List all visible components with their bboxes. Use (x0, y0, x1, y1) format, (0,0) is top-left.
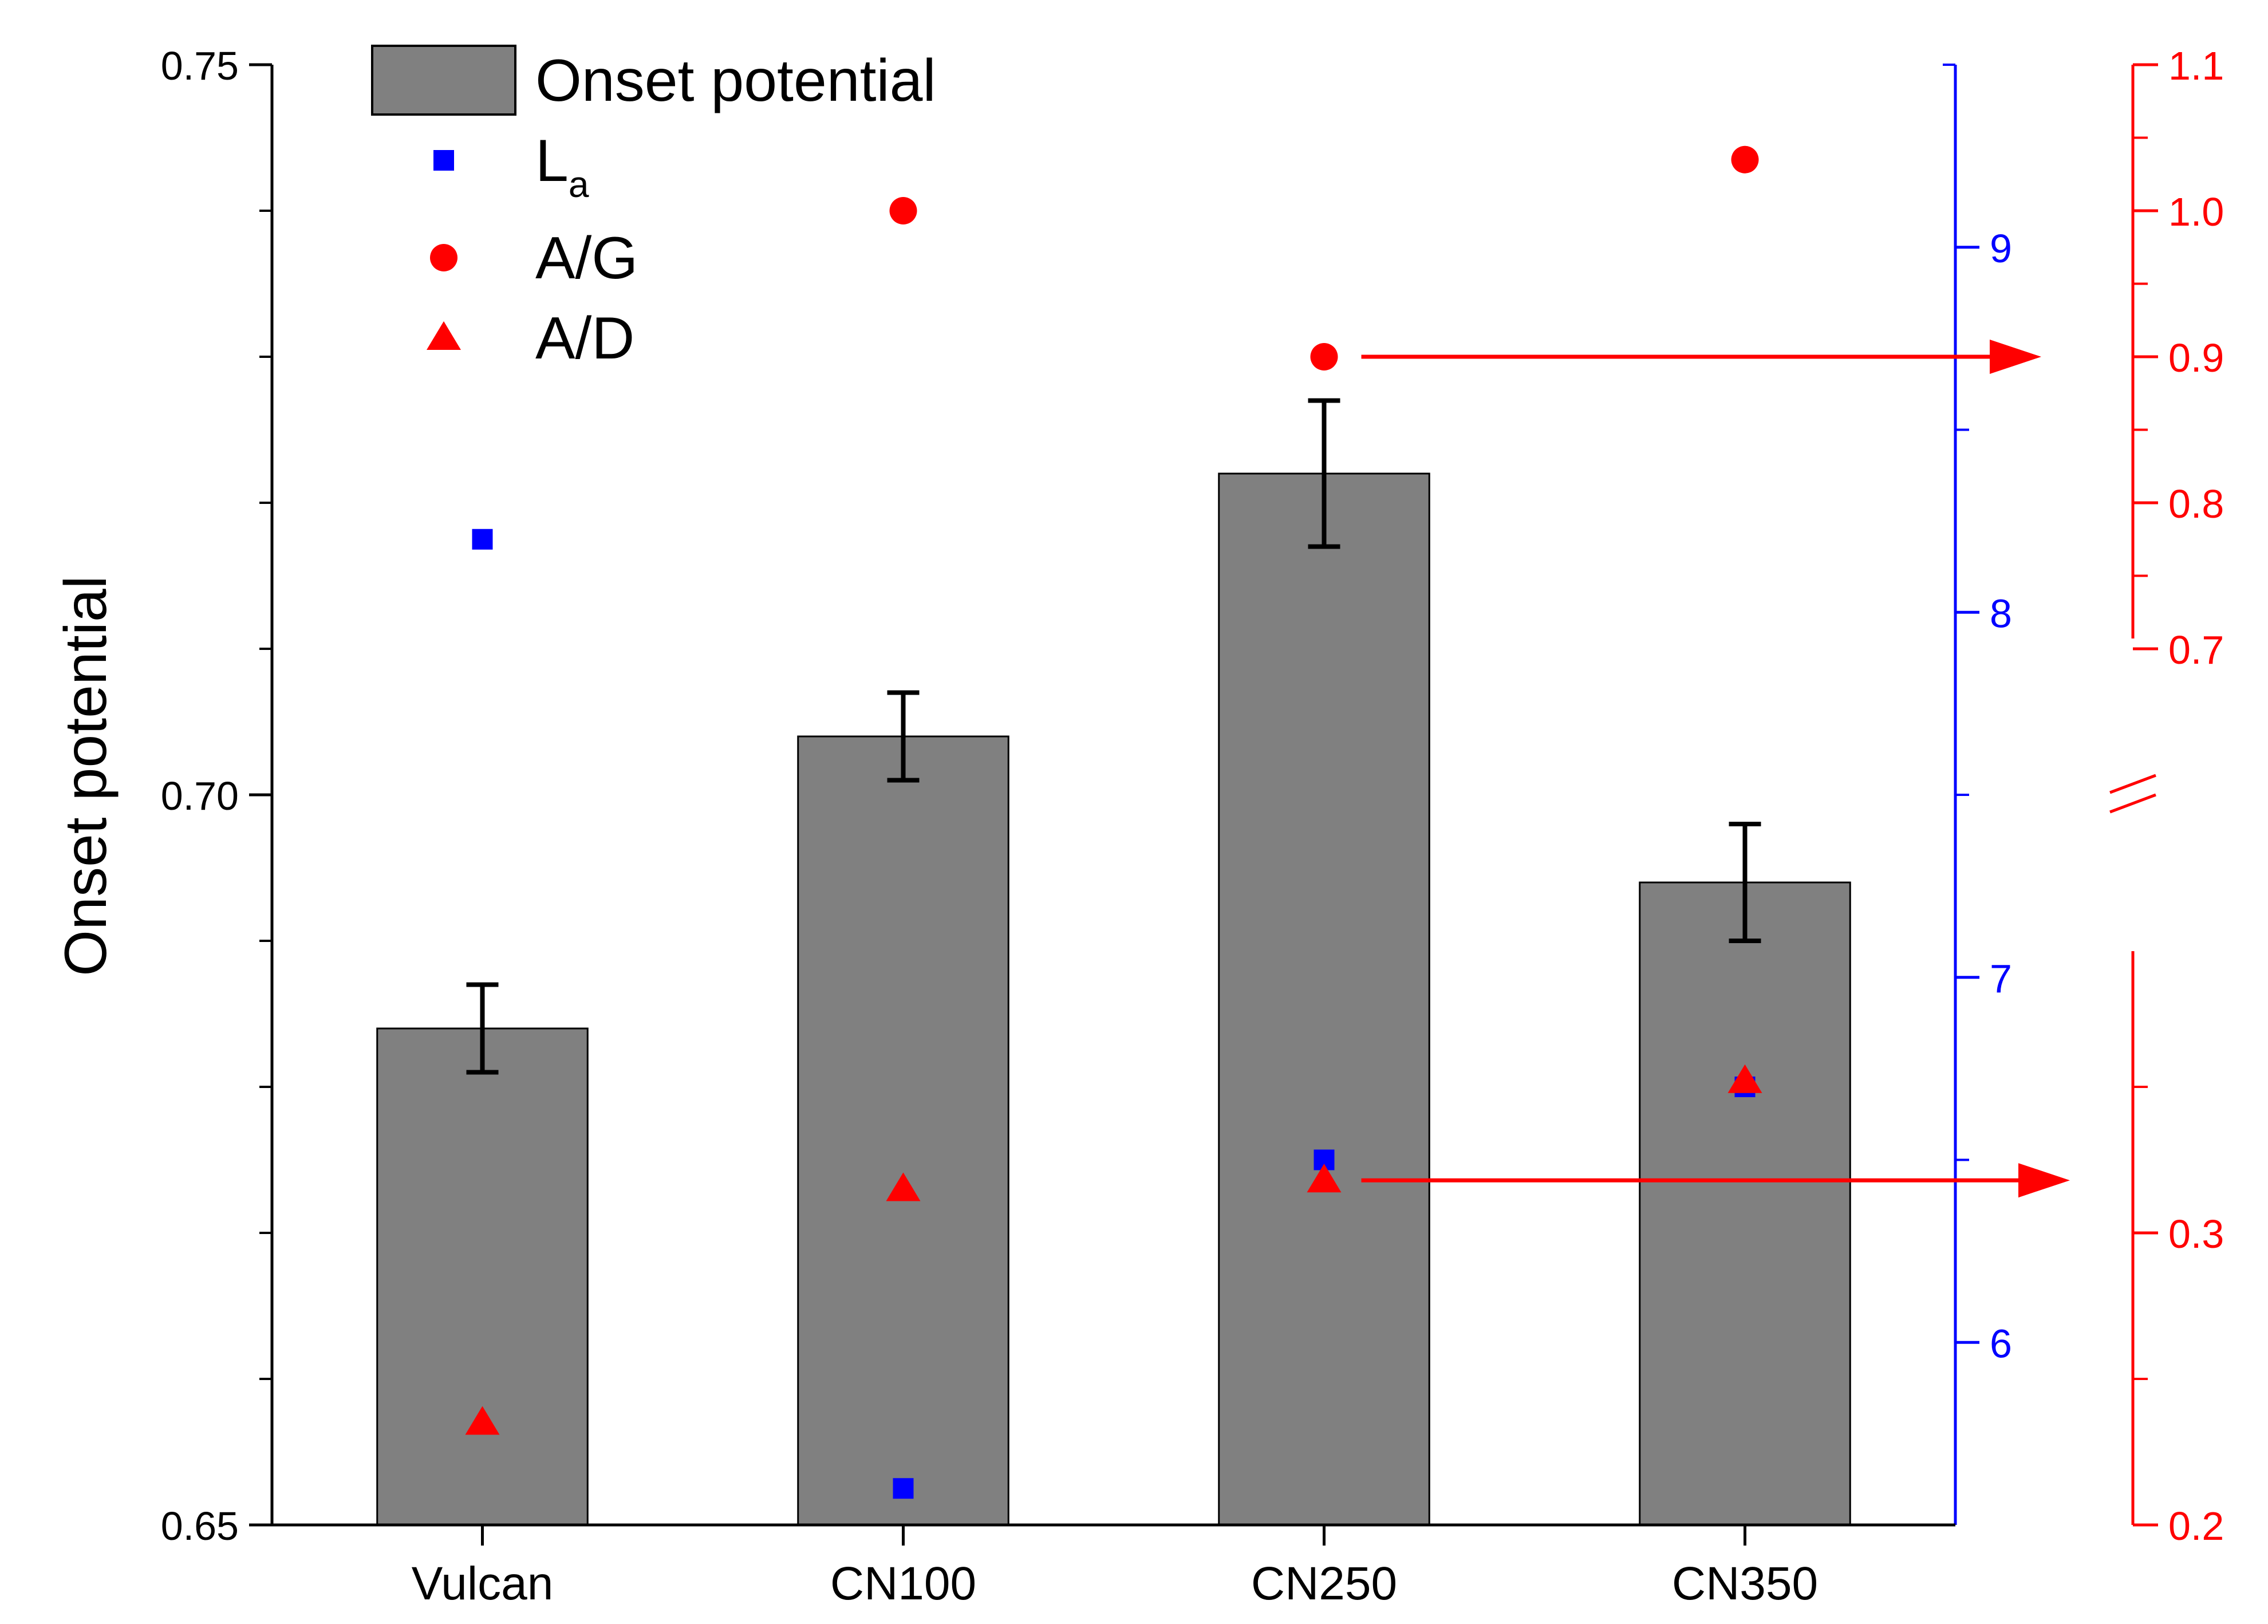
x-tick-label-cn250: CN250 (1251, 1558, 1397, 1610)
blue-tick-label: 8 (1990, 591, 2012, 636)
legend-item-l: La (433, 128, 589, 205)
bar-cn100 (797, 735, 1009, 1526)
bar-vulcan (376, 1027, 589, 1526)
error-bar-cn350 (1729, 822, 1761, 943)
blue-tick-label: 7 (1990, 956, 2012, 1001)
point-ag-cn350 (1731, 145, 1759, 174)
red-tick-label: 1.1 (2168, 44, 2224, 88)
red-tick-label: 1.0 (2168, 190, 2224, 234)
x-tick-label-cn350: CN350 (1672, 1558, 1818, 1610)
arrows-layer (1361, 340, 2070, 1198)
error-bar-vulcan (466, 982, 499, 1075)
bar-cn350 (1639, 881, 1851, 1526)
red-tick-label: 0.2 (2168, 1504, 2224, 1548)
legend-swatch-circle (430, 244, 457, 271)
red-axis-break-mark (2109, 793, 2156, 814)
legend-label-subscript: a (569, 164, 589, 205)
blue-tick-label: 6 (1990, 1321, 2012, 1366)
red-tick-label: 0.3 (2168, 1212, 2224, 1256)
point-ad-cn250 (1307, 1164, 1342, 1193)
left-axis: 0.65 0.70 0.75 (161, 44, 274, 1548)
legend-label: La (535, 128, 589, 205)
legend-item-a-d: A/D (427, 305, 634, 372)
legend-swatch-square (433, 150, 454, 171)
left-tick-label: 0.75 (161, 44, 239, 88)
legend-label: Onset potential (535, 48, 936, 114)
red-tick-label: 0.7 (2168, 628, 2224, 672)
point-l-cn100 (893, 1478, 914, 1499)
x-axis: Vulcan CN100 CN250 CN350 (272, 1523, 1955, 1610)
bar-cn250 (1218, 472, 1430, 1526)
arrow-head (1990, 340, 2041, 374)
red-tick-label: 0.9 (2168, 336, 2224, 380)
x-tick-label-vulcan: Vulcan (412, 1558, 554, 1610)
legend-item-a-g: A/G (430, 225, 638, 291)
left-tick-label: 0.70 (161, 774, 239, 818)
point-l-vulcan (472, 529, 493, 550)
error-bar-cn250 (1308, 398, 1340, 549)
red-tick-label: 0.8 (2168, 482, 2224, 526)
point-ad-vulcan (465, 1406, 500, 1435)
legend-item-onset-potential: Onset potential (371, 45, 936, 116)
x-tick-label-cn100: CN100 (830, 1558, 976, 1610)
legend: Onset potential La A/G A/D (371, 45, 936, 372)
legend-swatch-triangle (427, 321, 461, 350)
red-axis: 0.7 0.8 0.9 1.0 1.1 0.2 0.3 (2109, 44, 2224, 1548)
point-ad-cn100 (886, 1172, 921, 1201)
legend-label: A/G (535, 225, 638, 291)
arrow-ad-to-red-axis (1361, 1163, 2070, 1198)
legend-swatch-bar (371, 45, 516, 116)
bars-layer (376, 398, 1851, 1526)
left-tick-label: 0.65 (161, 1504, 239, 1548)
legend-label: A/D (535, 305, 634, 372)
points-layer (465, 145, 1762, 1499)
arrow-head (2018, 1163, 2070, 1198)
arrow-ag-to-red-axis (1361, 340, 2041, 374)
y-axis-title: Onset potential (53, 576, 119, 976)
error-bar-cn100 (887, 690, 920, 783)
red-axis-break-mark (2109, 774, 2156, 794)
point-ad-cn350 (1727, 1064, 1762, 1093)
blue-tick-label: 9 (1990, 226, 2012, 271)
blue-axis: 6 7 8 9 (1943, 64, 2012, 1525)
point-ag-cn100 (889, 197, 917, 224)
point-ag-cn250 (1310, 343, 1338, 370)
